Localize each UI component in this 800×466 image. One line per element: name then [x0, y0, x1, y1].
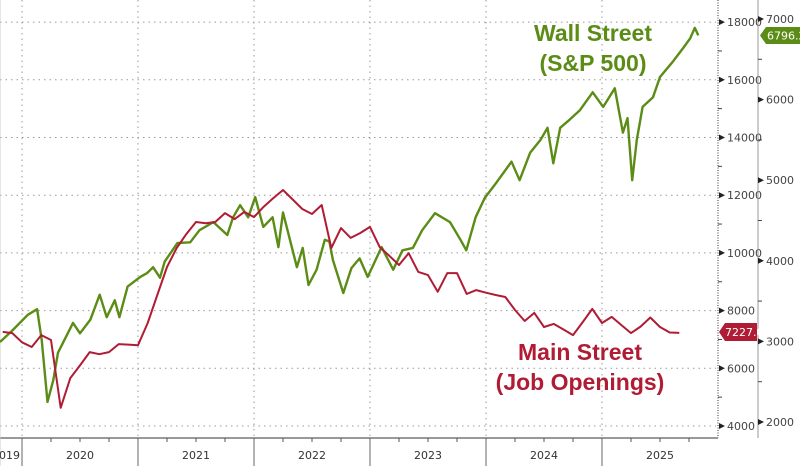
job-openings-annotation: (Job Openings) — [496, 369, 665, 395]
sp500-last-value: 6796.29 — [767, 30, 800, 43]
x-axis-year-label: 2021 — [182, 449, 210, 462]
sp500-series-line — [0, 26, 700, 404]
left-axis-tick — [719, 307, 725, 314]
job-openings-last-value: 7227.0 — [725, 326, 764, 339]
x-axis-year-label: 2025 — [646, 449, 674, 462]
right-axis-tick-label: 5000 — [766, 174, 794, 187]
left-axis-tick — [719, 192, 725, 199]
right-axis-tick — [758, 338, 764, 345]
sp500-last-value-badge: 6796.29 — [760, 27, 800, 44]
left-axis-tick-label: 10000 — [727, 247, 762, 260]
left-axis-tick-label: 18000 — [727, 16, 762, 29]
left-axis-tick — [719, 249, 725, 256]
left-axis-tick — [719, 365, 725, 372]
right-axis-tick — [758, 16, 764, 22]
left-axis-tick-label: 16000 — [727, 74, 762, 87]
right-axis-tick-label: 3000 — [766, 335, 794, 348]
left-axis-tick — [719, 76, 725, 83]
right-axis-tick-label: 2000 — [766, 416, 794, 429]
right-axis-tick — [758, 177, 764, 184]
left-axis-tick-label: 6000 — [727, 362, 755, 375]
gridlines — [0, 0, 716, 438]
x-axis-year-label: 2019 — [0, 449, 20, 462]
left-axis-tick-label: 8000 — [727, 305, 755, 318]
left-axis-tick — [719, 134, 725, 141]
x-axis-year-label: 2024 — [530, 449, 558, 462]
x-axis-year-label: 2022 — [298, 449, 326, 462]
job-openings-series-line — [2, 189, 680, 409]
right-axis-tick — [758, 419, 764, 425]
x-axis-year-label: 2020 — [66, 449, 94, 462]
main-street-annotation: Main Street — [518, 339, 642, 365]
left-axis-tick-label: 12000 — [727, 189, 762, 202]
right-axis-tick — [758, 257, 764, 264]
job-openings-last-value-badge: 7227.0 — [719, 323, 764, 341]
left-axis-tick — [719, 423, 725, 429]
right-axis-tick-label: 7000 — [766, 13, 794, 26]
wall-street-annotation: Wall Street — [534, 20, 652, 46]
right-axis-tick-label: 4000 — [766, 255, 794, 268]
right-axis-tick-label: 6000 — [766, 94, 794, 107]
sp500-annotation: (S&P 500) — [540, 50, 647, 76]
left-axis-tick-label: 14000 — [727, 132, 762, 145]
left-axis-tick-label: 4000 — [727, 420, 755, 433]
right-axis-tick — [758, 96, 764, 103]
x-axis-year-label: 2023 — [414, 449, 442, 462]
left-axis-tick — [719, 19, 725, 26]
